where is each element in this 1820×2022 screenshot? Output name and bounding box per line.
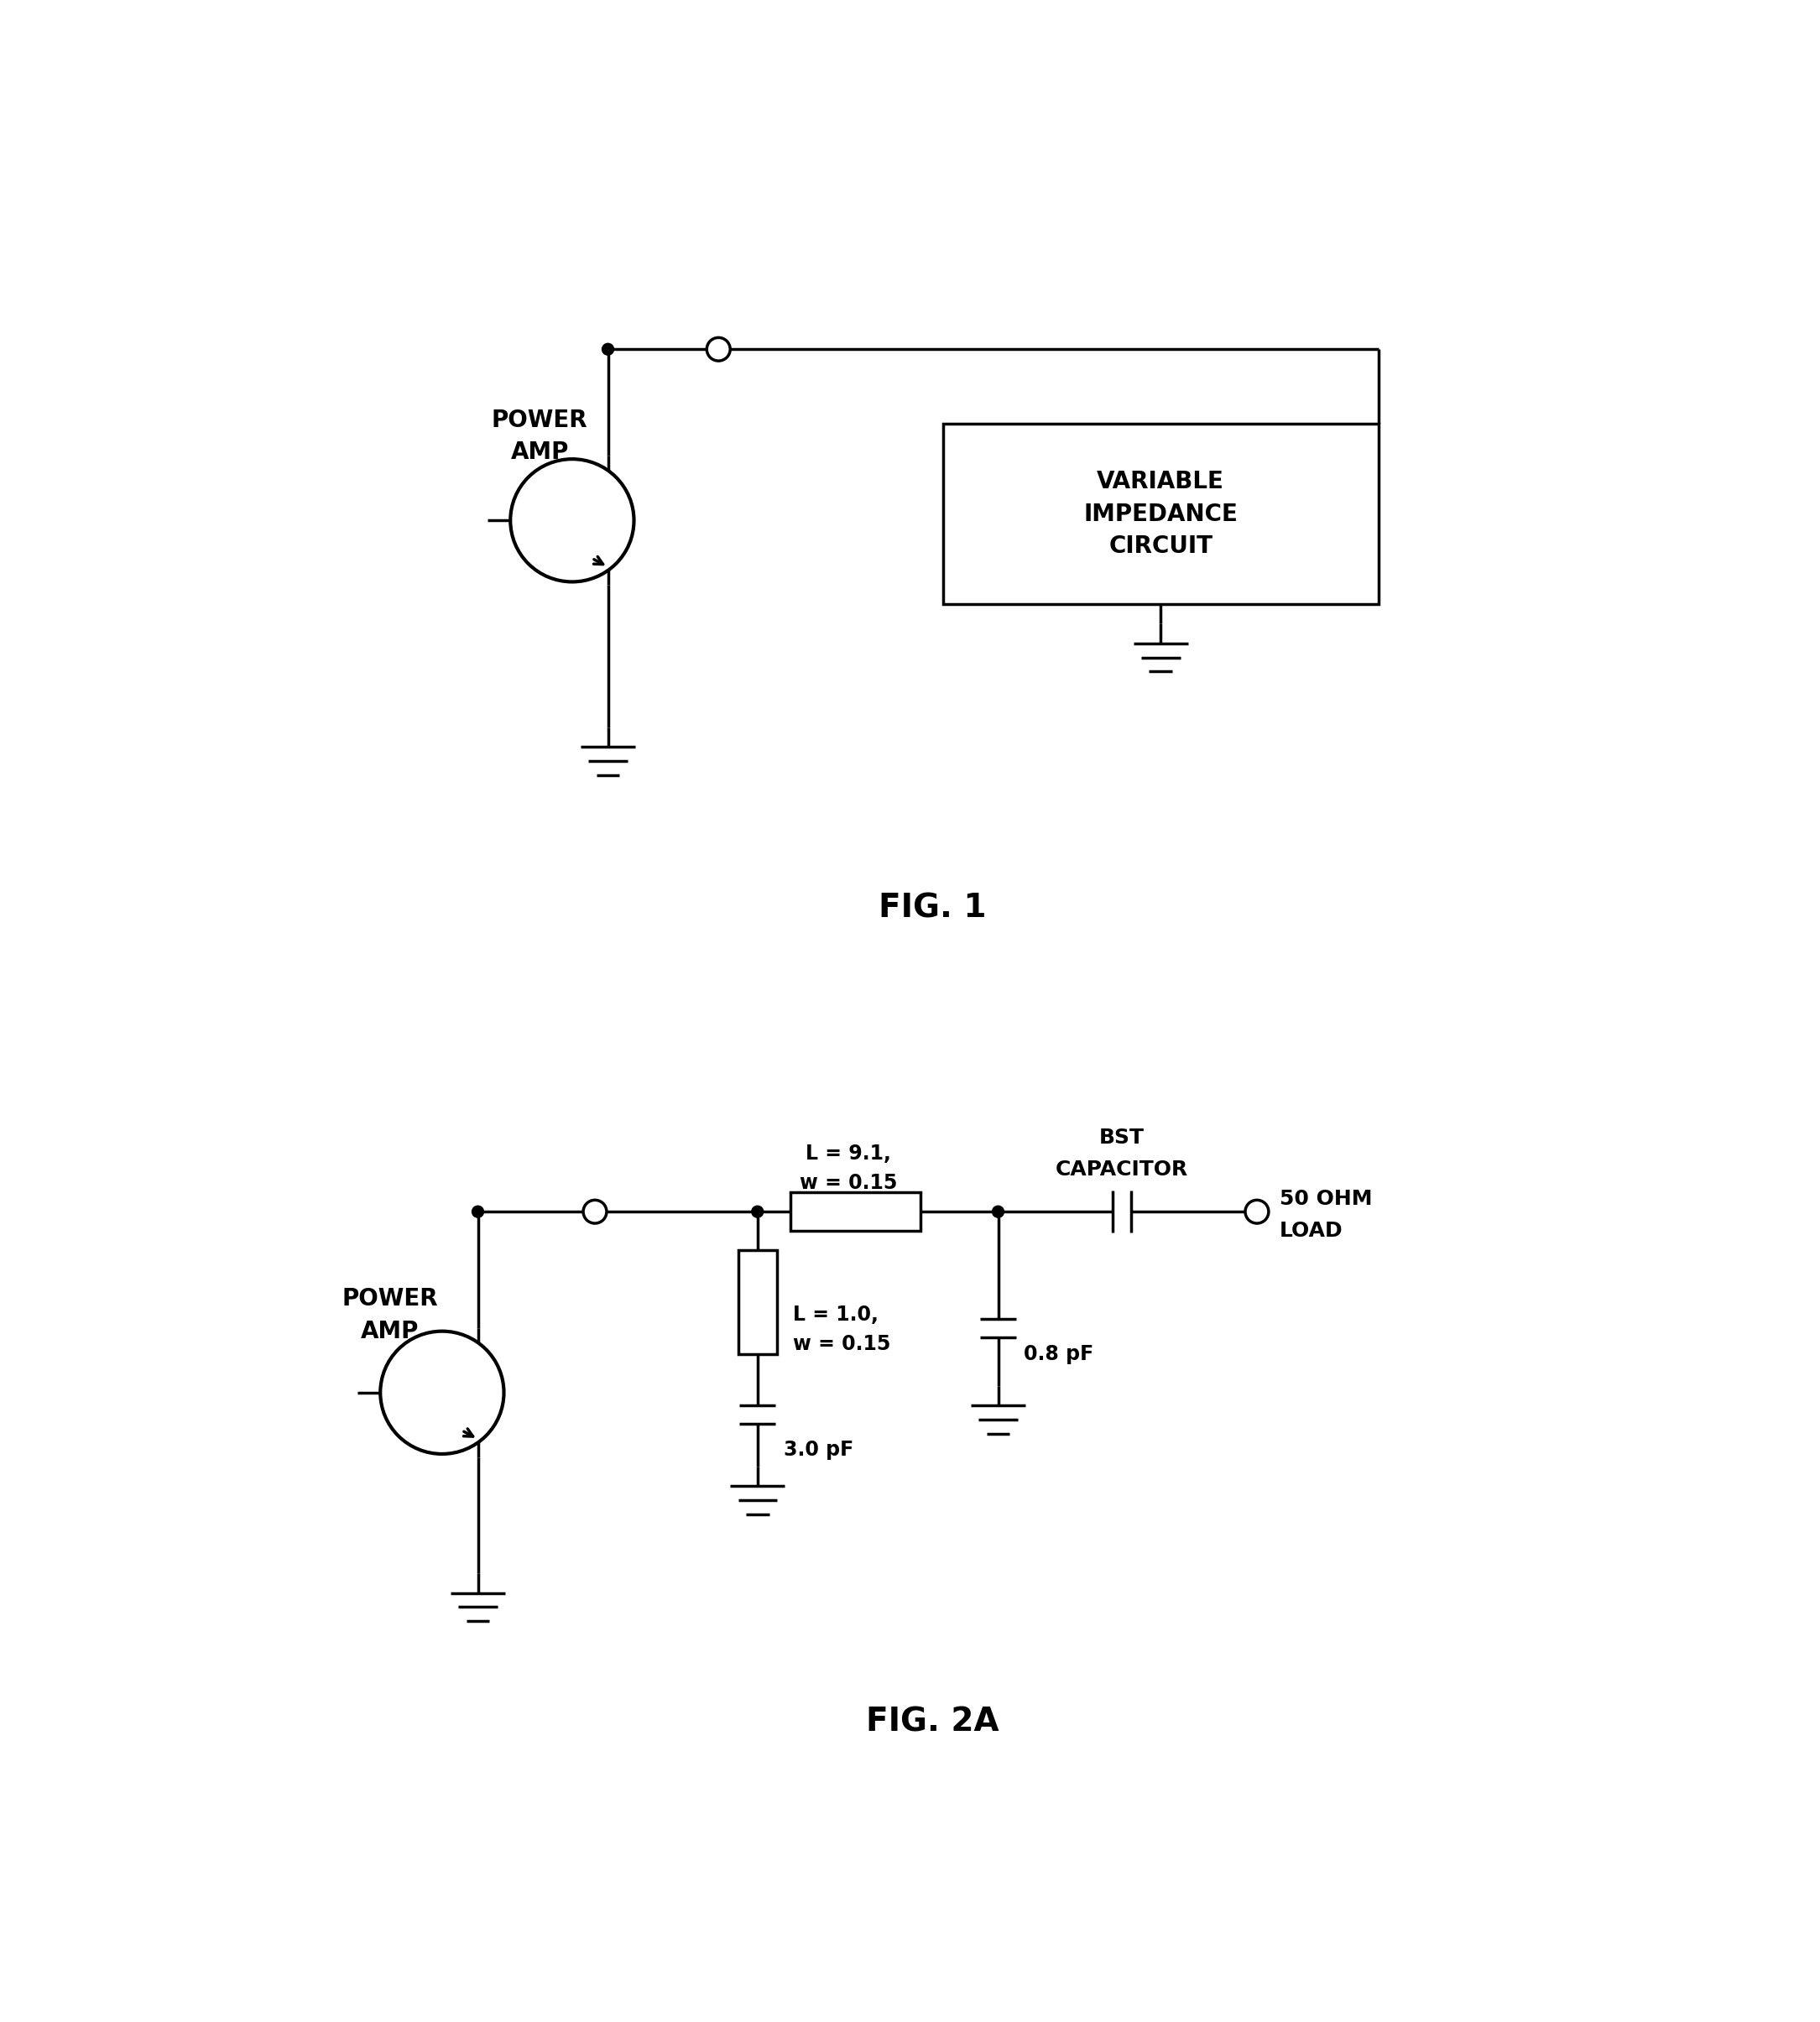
Circle shape <box>380 1330 504 1454</box>
Circle shape <box>752 1205 763 1217</box>
Text: 0.8 pF: 0.8 pF <box>1025 1345 1094 1365</box>
Text: FIG. 2A: FIG. 2A <box>866 1707 999 1739</box>
Text: FIG. 1: FIG. 1 <box>879 892 986 924</box>
Text: 3.0 pF: 3.0 pF <box>783 1440 854 1460</box>
Circle shape <box>1245 1201 1269 1223</box>
Circle shape <box>602 344 613 356</box>
Text: LOAD: LOAD <box>1279 1221 1343 1242</box>
Text: CIRCUIT: CIRCUIT <box>1108 534 1212 558</box>
Text: POWER: POWER <box>491 408 588 433</box>
Text: w = 0.15: w = 0.15 <box>799 1173 897 1193</box>
Circle shape <box>582 1201 606 1223</box>
Circle shape <box>706 338 730 360</box>
Bar <box>737 1250 777 1355</box>
Text: L = 9.1,: L = 9.1, <box>806 1144 892 1163</box>
Text: POWER: POWER <box>342 1288 439 1310</box>
Text: w = 0.15: w = 0.15 <box>794 1335 892 1355</box>
Text: 50 OHM: 50 OHM <box>1279 1189 1372 1209</box>
Text: AMP: AMP <box>511 441 568 465</box>
Circle shape <box>992 1205 1005 1217</box>
Text: AMP: AMP <box>360 1320 419 1343</box>
Text: L = 1.0,: L = 1.0, <box>794 1304 879 1324</box>
Text: VARIABLE: VARIABLE <box>1097 469 1225 493</box>
Circle shape <box>510 459 633 582</box>
Text: BST: BST <box>1099 1128 1145 1146</box>
Text: IMPEDANCE: IMPEDANCE <box>1083 501 1238 526</box>
Bar <box>790 1193 921 1231</box>
Text: CAPACITOR: CAPACITOR <box>1056 1161 1188 1179</box>
Circle shape <box>471 1205 484 1217</box>
Bar <box>943 423 1378 605</box>
